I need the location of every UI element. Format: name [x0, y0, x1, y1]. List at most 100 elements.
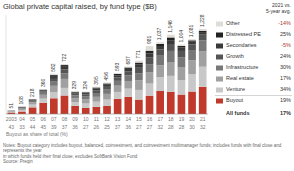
bar-segment: [199, 67, 207, 87]
bars: [7, 29, 206, 114]
x-tick-label: 10: [83, 116, 89, 122]
bar-segment: [7, 110, 15, 111]
bar-segment: [29, 105, 37, 108]
buyout-share: 37: [62, 124, 68, 130]
bar-segment: [167, 37, 175, 40]
bar-segment: [29, 99, 37, 100]
bar-segment: [82, 91, 90, 93]
buyout-share: 30: [189, 124, 195, 130]
bar-segment: [61, 70, 69, 74]
bar-segment: [18, 107, 26, 108]
bar-segment: [114, 75, 122, 77]
bar-segment: [114, 81, 122, 86]
bar-segment: [103, 94, 111, 100]
bar-segment: [50, 75, 58, 77]
legend-swatch: [216, 77, 223, 82]
legend-value: 17%: [280, 75, 291, 81]
bar-segment: [188, 39, 196, 40]
bar-segment: [188, 42, 196, 45]
bar-segment: [188, 92, 196, 114]
bar-segment: [82, 94, 90, 96]
bar-segment: [103, 87, 111, 90]
bar-segment: [114, 72, 122, 74]
all-funds-label: All funds: [226, 110, 250, 116]
buyout-share: 45: [40, 124, 46, 130]
legend-label: Distressed PE: [226, 31, 261, 37]
total-label: 1,004: [178, 30, 184, 43]
all-funds-value: 17%: [280, 110, 291, 116]
bar-segment: [146, 53, 154, 57]
x-tick-label: 21: [200, 116, 206, 122]
bar-segment: [7, 110, 15, 111]
bar-segment: [114, 77, 122, 80]
x-tick-label: 18: [168, 116, 174, 122]
bar-segment: [156, 46, 164, 49]
legend-label: Buyout: [226, 97, 244, 103]
bar-segment: [39, 103, 47, 114]
bar-segment: [188, 60, 196, 74]
buyout-share: 27: [147, 124, 153, 130]
bar-segment: [7, 111, 15, 113]
bar-segment: [50, 74, 58, 75]
bar-segment: [178, 57, 186, 67]
bar-segment: [71, 95, 79, 98]
bar-segment: [29, 101, 37, 102]
bar-segment: [18, 112, 26, 114]
bar-segment: [50, 77, 58, 79]
buyout-share: 32: [200, 124, 206, 130]
buyout-share: 28: [179, 124, 185, 130]
x-tick-label: 17: [157, 116, 163, 122]
bar-segment: [82, 99, 90, 103]
bar-segment: [178, 68, 186, 80]
legend-value: 19%: [280, 97, 291, 103]
bar-segment: [61, 64, 69, 65]
legend-label: Other: [226, 20, 240, 26]
notes: Notes: Buyout category includes buyout, …: [3, 143, 291, 165]
x-tick-label: 08: [62, 116, 68, 122]
bar-segment: [167, 92, 175, 114]
total-label: 593: [114, 62, 120, 71]
bar-segment: [167, 44, 175, 51]
bar-segment: [135, 73, 143, 80]
legend-label: Real estate: [226, 75, 254, 81]
chart-host: Global private capital raised, by fund t…: [0, 0, 294, 142]
y-axis-line: [6, 15, 7, 114]
bar-segment: [178, 80, 186, 95]
total-label: 456: [103, 72, 109, 81]
bar-segment: [93, 107, 101, 114]
bar-segment: [29, 98, 37, 99]
legend-swatch: [216, 66, 223, 71]
bar-segment: [156, 49, 164, 55]
bar-segment: [50, 98, 58, 114]
x-tick-label: 13: [115, 116, 121, 122]
bar-segment: [39, 90, 47, 91]
bar-segment: [135, 61, 143, 63]
bar-segment: [93, 97, 101, 102]
chart-root: {"chart_data": { "type": "bar", "stacked…: [0, 0, 294, 171]
buyout-share: 27: [83, 124, 89, 130]
bar-segment: [71, 92, 79, 93]
bar-segment: [50, 79, 58, 82]
buyout-share-label-part: total (%): [48, 131, 68, 137]
total-label: 1,146: [167, 20, 173, 33]
chart-svg: Global private capital raised, by fund t…: [0, 0, 294, 142]
bar-segment: [93, 87, 101, 88]
bar-segment: [124, 67, 132, 68]
bar-segment: [61, 88, 69, 96]
x-tick-label: 05: [30, 116, 36, 122]
legend-value: -14%: [278, 20, 291, 26]
bar-segment: [124, 66, 132, 67]
buyout-share-label-part: share of: [28, 131, 48, 137]
bar-segment: [39, 95, 47, 99]
legend-swatch: [216, 22, 223, 27]
bar-segment: [188, 74, 196, 91]
bar-segment: [199, 40, 207, 51]
bar-segment: [93, 89, 101, 91]
x-axis-line: [6, 114, 208, 115]
bar-segment: [39, 93, 47, 95]
x-tick-label: 09: [72, 116, 78, 122]
bar-segment: [18, 107, 26, 109]
buyout-share: 32: [157, 124, 163, 130]
bar-segment: [146, 51, 154, 54]
buyout-share: 37: [115, 124, 121, 130]
